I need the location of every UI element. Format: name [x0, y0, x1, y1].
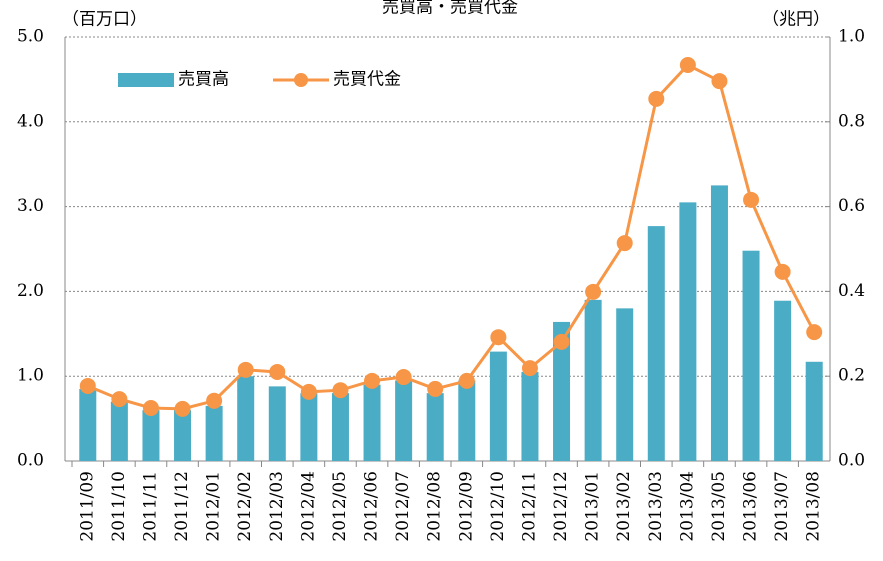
point — [395, 369, 412, 386]
point — [490, 329, 507, 346]
bar — [710, 185, 728, 461]
x-tick-label: 2012/08 — [425, 471, 445, 542]
x-tick-label: 2012/03 — [267, 471, 287, 542]
y-tick-label: 2.0 — [17, 281, 44, 301]
bar — [553, 321, 571, 461]
point — [774, 263, 791, 280]
x-tick-label: 2013/04 — [677, 471, 697, 542]
bar — [363, 384, 381, 461]
x-tick-label: 2011/11 — [140, 471, 160, 542]
x-tick-label: 2013/07 — [772, 471, 792, 542]
bar — [774, 300, 792, 461]
bar — [805, 361, 823, 461]
point — [743, 191, 760, 208]
x-tick-label: 2011/10 — [109, 471, 129, 542]
y2-tick-label: 0.8 — [838, 111, 865, 131]
bar — [616, 308, 634, 461]
x-tick-label: 2011/12 — [172, 471, 192, 542]
y2-tick-label: 1.0 — [838, 27, 865, 47]
point — [458, 372, 475, 389]
x-tick-label: 2012/10 — [488, 471, 508, 542]
point — [553, 333, 570, 350]
bar — [395, 380, 413, 461]
x-tick-label: 2012/09 — [456, 471, 476, 542]
y2-tick-label: 0.2 — [838, 366, 865, 386]
point — [806, 324, 823, 341]
x-tick-label: 2012/02 — [235, 471, 255, 542]
x-tick-label: 2012/11 — [519, 471, 539, 542]
y-tick-label: 5.0 — [17, 27, 44, 47]
bar — [205, 405, 223, 461]
bar — [679, 202, 697, 462]
point — [332, 382, 349, 399]
chart-title: 売買高・売買代金 — [382, 0, 518, 18]
line — [87, 63, 816, 411]
x-tick-label: 2011/09 — [77, 471, 97, 542]
legend-label: 売買高 — [178, 70, 229, 90]
point — [300, 383, 317, 400]
bar — [647, 226, 665, 461]
bar — [174, 410, 192, 461]
point — [648, 90, 665, 107]
bar — [521, 371, 539, 461]
legend-label: 売買代金 — [333, 70, 401, 90]
point — [679, 56, 696, 73]
x-tick-label: 2012/06 — [362, 471, 382, 542]
bar — [142, 410, 160, 461]
x-tick-label: 2012/04 — [298, 471, 318, 542]
point — [364, 372, 381, 389]
x-tick-label: 2012/01 — [204, 471, 224, 542]
x-tick-label: 2013/01 — [583, 471, 603, 542]
x-tick-label: 2012/12 — [551, 471, 571, 542]
point — [142, 400, 159, 416]
x-tick-label: 2013/03 — [646, 471, 666, 542]
x-tick-label: 2012/05 — [330, 471, 350, 542]
y2-tick-label: 0.4 — [838, 281, 865, 301]
y-tick-label: 0.0 — [17, 451, 44, 471]
point — [237, 361, 254, 378]
point — [711, 73, 728, 90]
bar — [268, 386, 286, 461]
y-tick-label: 1.0 — [17, 366, 44, 386]
bar — [237, 376, 255, 461]
point — [616, 235, 633, 252]
bar — [458, 380, 476, 461]
y2-tick-label: 0.0 — [838, 451, 865, 471]
y2-tick-label: 0.6 — [838, 196, 865, 216]
bar — [331, 393, 349, 461]
point — [111, 391, 128, 408]
point — [79, 377, 96, 394]
x-tick-label: 2013/02 — [614, 471, 634, 542]
point — [427, 380, 444, 397]
bar — [426, 393, 444, 461]
bar — [489, 351, 507, 461]
point — [206, 392, 223, 409]
bar — [79, 388, 97, 461]
point — [521, 360, 538, 377]
bar — [300, 393, 318, 461]
legend-swatch — [118, 73, 174, 87]
x-tick-label: 2013/08 — [804, 471, 824, 542]
y-axis-label: （百万口） — [62, 10, 147, 30]
y-tick-label: 3.0 — [17, 196, 44, 216]
legend-swatch — [294, 73, 308, 87]
point — [585, 283, 602, 300]
x-tick-label: 2013/05 — [709, 471, 729, 542]
bar — [110, 401, 128, 461]
bar — [742, 250, 760, 461]
y-tick-label: 4.0 — [17, 111, 44, 131]
x-tick-label: 2013/06 — [741, 471, 761, 542]
y2-axis-label: （兆円） — [762, 10, 830, 30]
x-tick-label: 2012/07 — [393, 471, 413, 542]
point — [174, 400, 191, 417]
point — [269, 363, 286, 380]
bar — [584, 299, 602, 461]
